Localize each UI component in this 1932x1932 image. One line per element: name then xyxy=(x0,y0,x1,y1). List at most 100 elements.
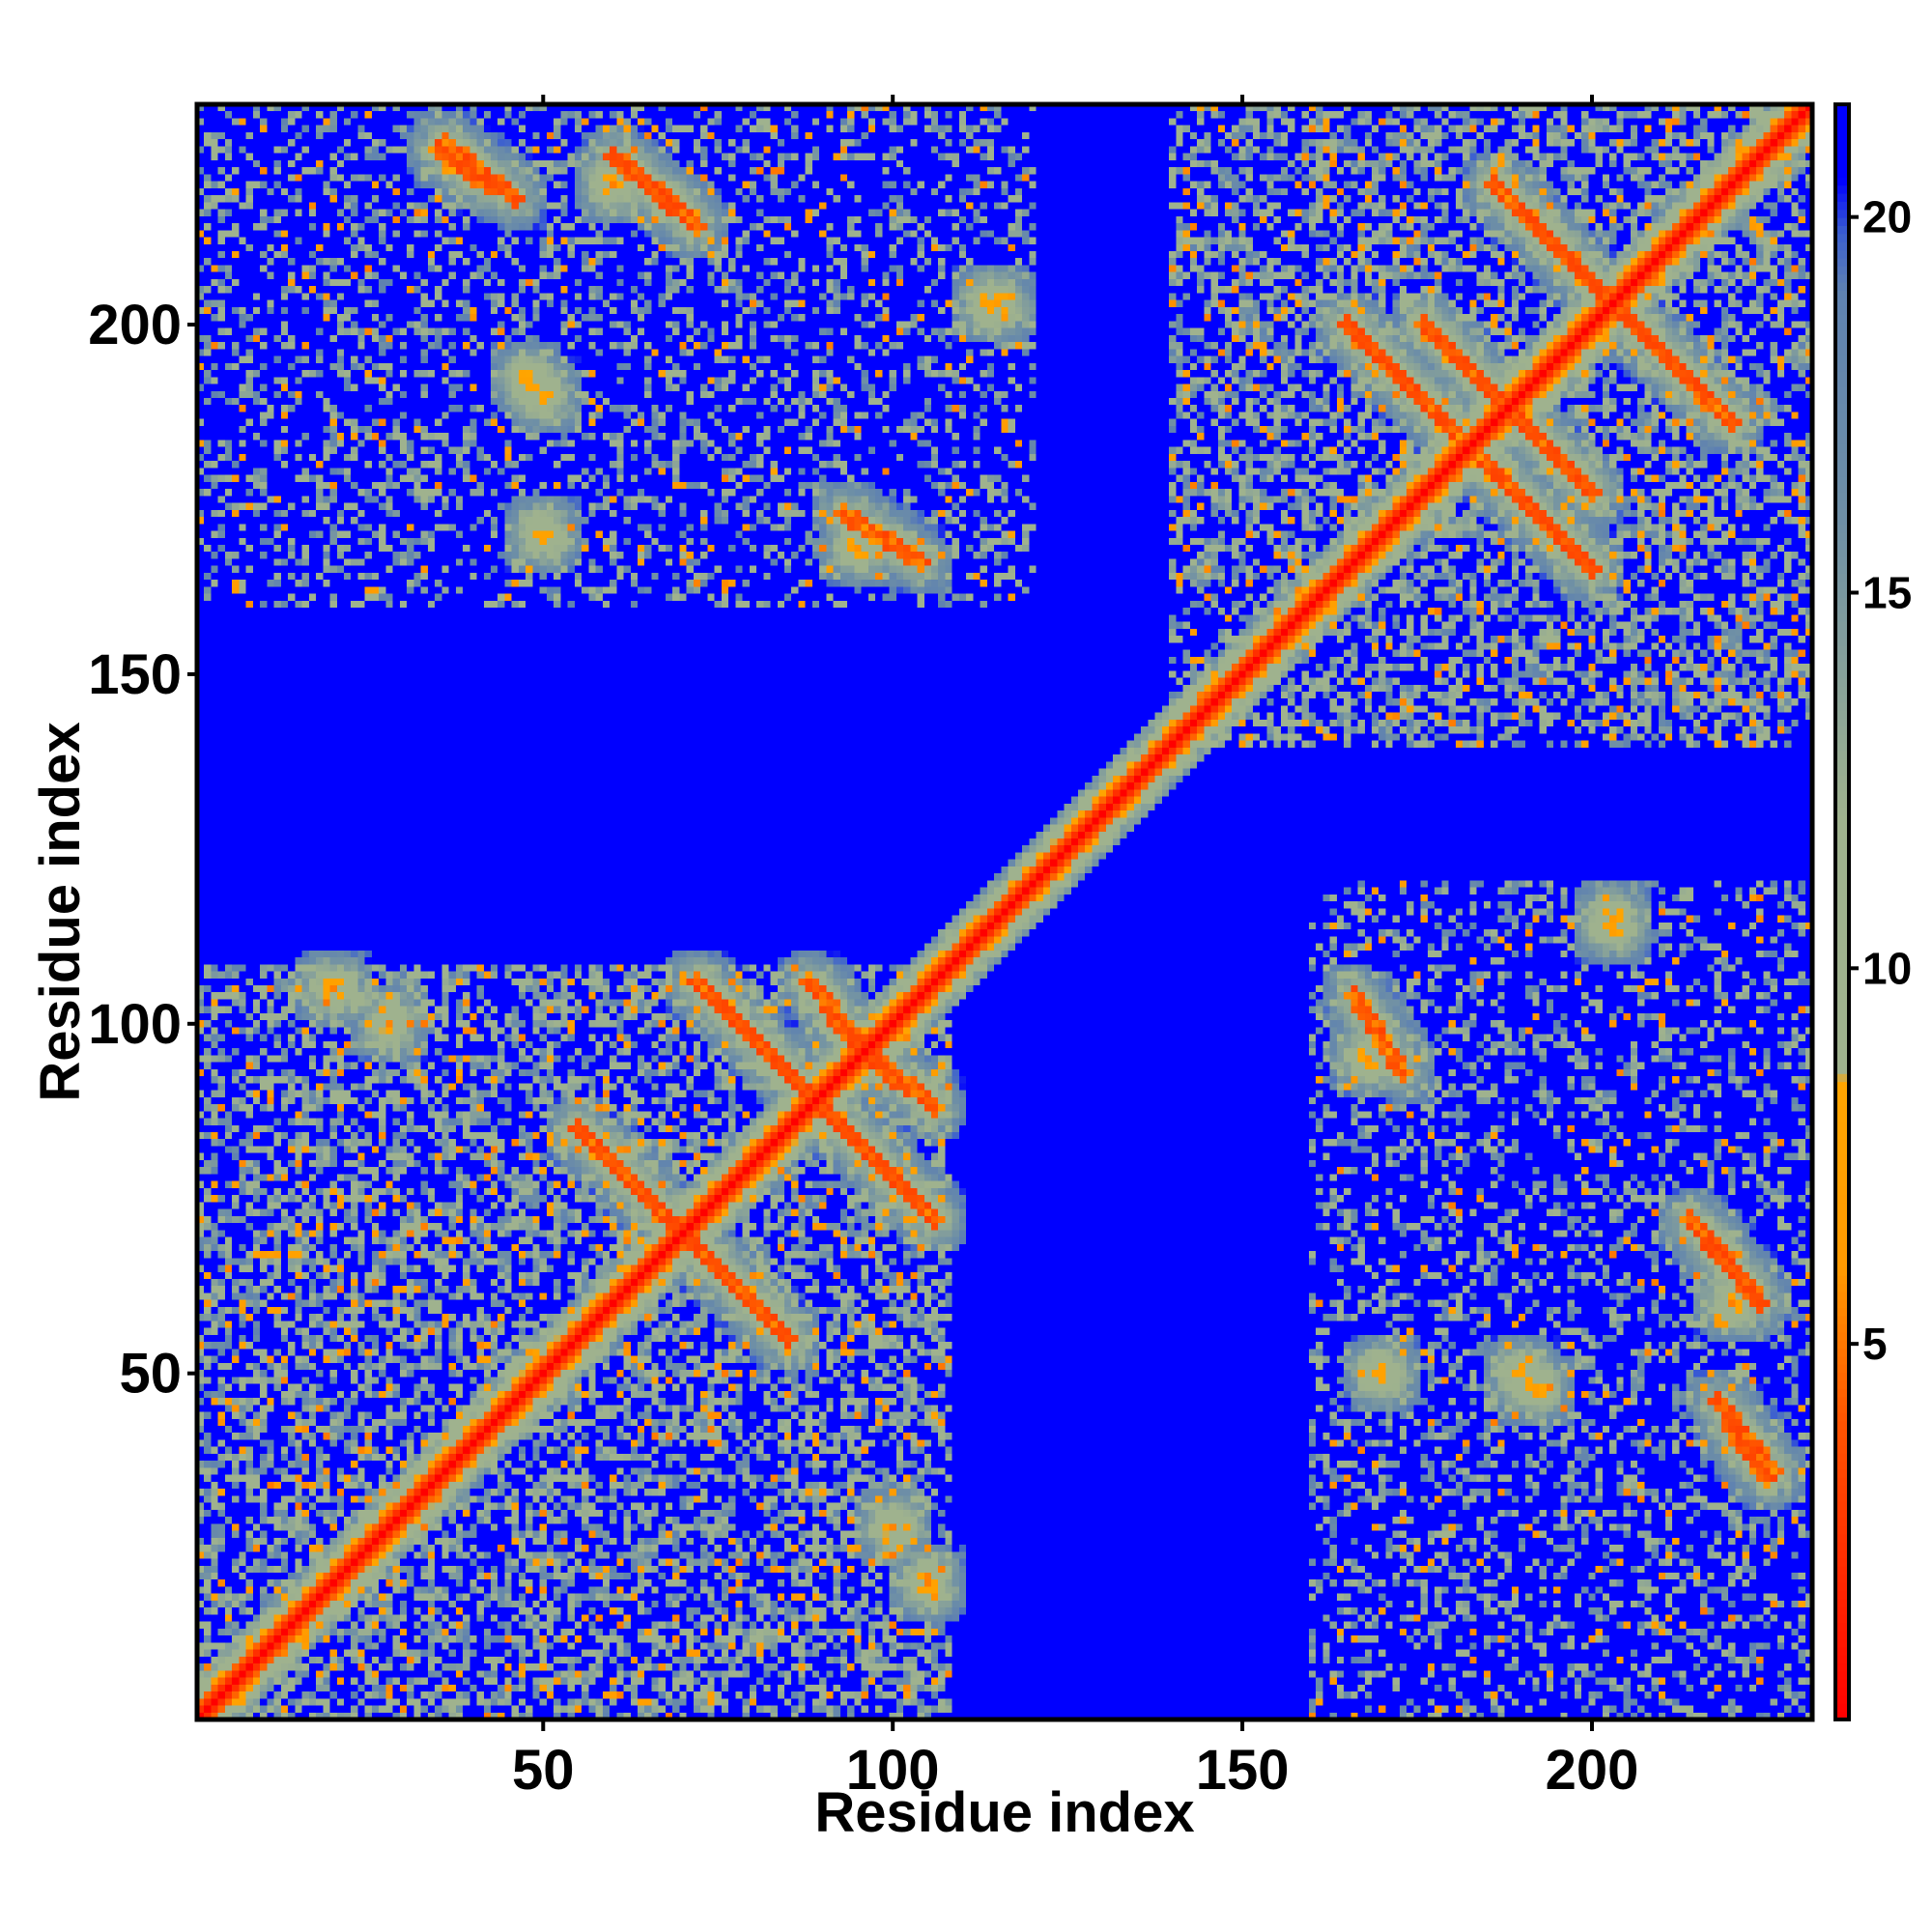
colorbar-segment xyxy=(1835,1404,1849,1413)
colorbar-segment xyxy=(1835,960,1849,970)
colorbar-segment xyxy=(1835,718,1849,727)
colorbar-segment xyxy=(1835,612,1849,622)
colorbar-segment xyxy=(1835,694,1849,703)
colorbar-segment xyxy=(1835,1525,1849,1535)
colorbar-segment xyxy=(1835,790,1849,800)
colorbar-segment xyxy=(1835,1105,1849,1115)
colorbar-segment xyxy=(1835,1251,1849,1261)
colorbar-segment xyxy=(1835,1178,1849,1187)
colorbar-segment xyxy=(1835,1348,1849,1357)
colorbar-segment xyxy=(1835,750,1849,759)
colorbar-segment xyxy=(1835,1687,1849,1696)
y-axis-label: Residue index xyxy=(29,722,92,1101)
colorbar-segment xyxy=(1835,1146,1849,1155)
colorbar-segment xyxy=(1835,976,1849,985)
colorbar-segment xyxy=(1835,346,1849,355)
colorbar-segment xyxy=(1835,362,1849,372)
colorbar-segment xyxy=(1835,1468,1849,1478)
colorbar-segment xyxy=(1835,322,1849,331)
colorbar-tick-label: 10 xyxy=(1862,943,1912,993)
colorbar-segment xyxy=(1835,637,1849,646)
colorbar-segment xyxy=(1835,508,1849,517)
colorbar-segment xyxy=(1835,225,1849,235)
colorbar-segment xyxy=(1835,1340,1849,1350)
colorbar-segment xyxy=(1835,1566,1849,1576)
colorbar-segment xyxy=(1835,1170,1849,1179)
colorbar-segment xyxy=(1835,330,1849,340)
colorbar-segment xyxy=(1835,838,1849,848)
colorbar-segment xyxy=(1835,1138,1849,1148)
y-tick-label: 50 xyxy=(119,1343,182,1406)
colorbar-segment xyxy=(1835,306,1849,315)
y-tick-label: 150 xyxy=(88,643,182,706)
colorbar-segment xyxy=(1835,177,1849,186)
colorbar-segment xyxy=(1835,379,1849,388)
colorbar-segment xyxy=(1835,847,1849,857)
colorbar-segment xyxy=(1835,290,1849,299)
colorbar-segment xyxy=(1835,499,1849,509)
colorbar-segment xyxy=(1835,1646,1849,1656)
colorbar-segment xyxy=(1835,370,1849,380)
colorbar-segment xyxy=(1835,1436,1849,1446)
colorbar-segment xyxy=(1835,128,1849,138)
colorbar-segment xyxy=(1835,1670,1849,1680)
colorbar-segment xyxy=(1835,1429,1849,1437)
colorbar-segment xyxy=(1835,1711,1849,1720)
colorbar-segment xyxy=(1835,104,1849,113)
colorbar-segment xyxy=(1835,201,1849,211)
colorbar-segment xyxy=(1835,1057,1849,1066)
colorbar-segment xyxy=(1835,1662,1849,1672)
x-axis-label: Residue index xyxy=(814,1781,1194,1844)
colorbar-segment xyxy=(1835,653,1849,663)
colorbar-segment xyxy=(1835,483,1849,493)
colorbar-segment xyxy=(1835,1614,1849,1624)
colorbar-segment xyxy=(1835,798,1849,808)
colorbar-segment xyxy=(1835,233,1849,242)
colorbar-segment xyxy=(1835,548,1849,557)
colorbar-segment xyxy=(1835,1379,1849,1389)
colorbar-segment xyxy=(1835,144,1849,154)
colorbar-segment xyxy=(1835,1097,1849,1107)
colorbar-segment xyxy=(1835,766,1849,776)
colorbar-segment xyxy=(1835,1081,1849,1091)
colorbar-segment xyxy=(1835,1089,1849,1098)
colorbar-segment xyxy=(1835,394,1849,404)
colorbar-segment xyxy=(1835,249,1849,259)
colorbar-segment xyxy=(1835,1210,1849,1220)
colorbar-segment xyxy=(1835,920,1849,929)
colorbar-segment xyxy=(1835,1049,1849,1059)
colorbar-segment xyxy=(1835,273,1849,283)
colorbar-segment xyxy=(1835,217,1849,226)
colorbar-segment xyxy=(1835,1364,1849,1374)
colorbar-segment xyxy=(1835,435,1849,444)
y-axis: 50 100 150 200 xyxy=(88,294,197,1406)
colorbar-segment xyxy=(1835,556,1849,566)
colorbar-segment xyxy=(1835,596,1849,606)
colorbar-segment xyxy=(1835,1275,1849,1285)
colorbar-segment xyxy=(1835,944,1849,953)
colorbar-segment xyxy=(1835,968,1849,978)
colorbar-segment xyxy=(1835,734,1849,744)
colorbar-segment xyxy=(1835,1485,1849,1494)
colorbar-segment xyxy=(1835,1501,1849,1511)
colorbar-frame xyxy=(1833,102,1851,1721)
colorbar-segment xyxy=(1835,814,1849,824)
colorbar-segment xyxy=(1835,952,1849,961)
colorbar-segment xyxy=(1835,1323,1849,1333)
colorbar-segment xyxy=(1835,621,1849,630)
colorbar-segment xyxy=(1835,572,1849,582)
colorbar-segment xyxy=(1835,871,1849,881)
colorbar-segment xyxy=(1835,1477,1849,1487)
colorbar-segment xyxy=(1835,242,1849,251)
colorbar-segment xyxy=(1835,266,1849,275)
colorbar-segment xyxy=(1835,1316,1849,1324)
colorbar-segment xyxy=(1835,903,1849,913)
colorbar-segment xyxy=(1835,524,1849,533)
colorbar-segment xyxy=(1835,1355,1849,1365)
colorbar-segment xyxy=(1835,451,1849,461)
colorbar-segment xyxy=(1835,459,1849,469)
colorbar-segment xyxy=(1835,1461,1849,1470)
colorbar-segment xyxy=(1835,1073,1849,1083)
colorbar-segment xyxy=(1835,1590,1849,1600)
